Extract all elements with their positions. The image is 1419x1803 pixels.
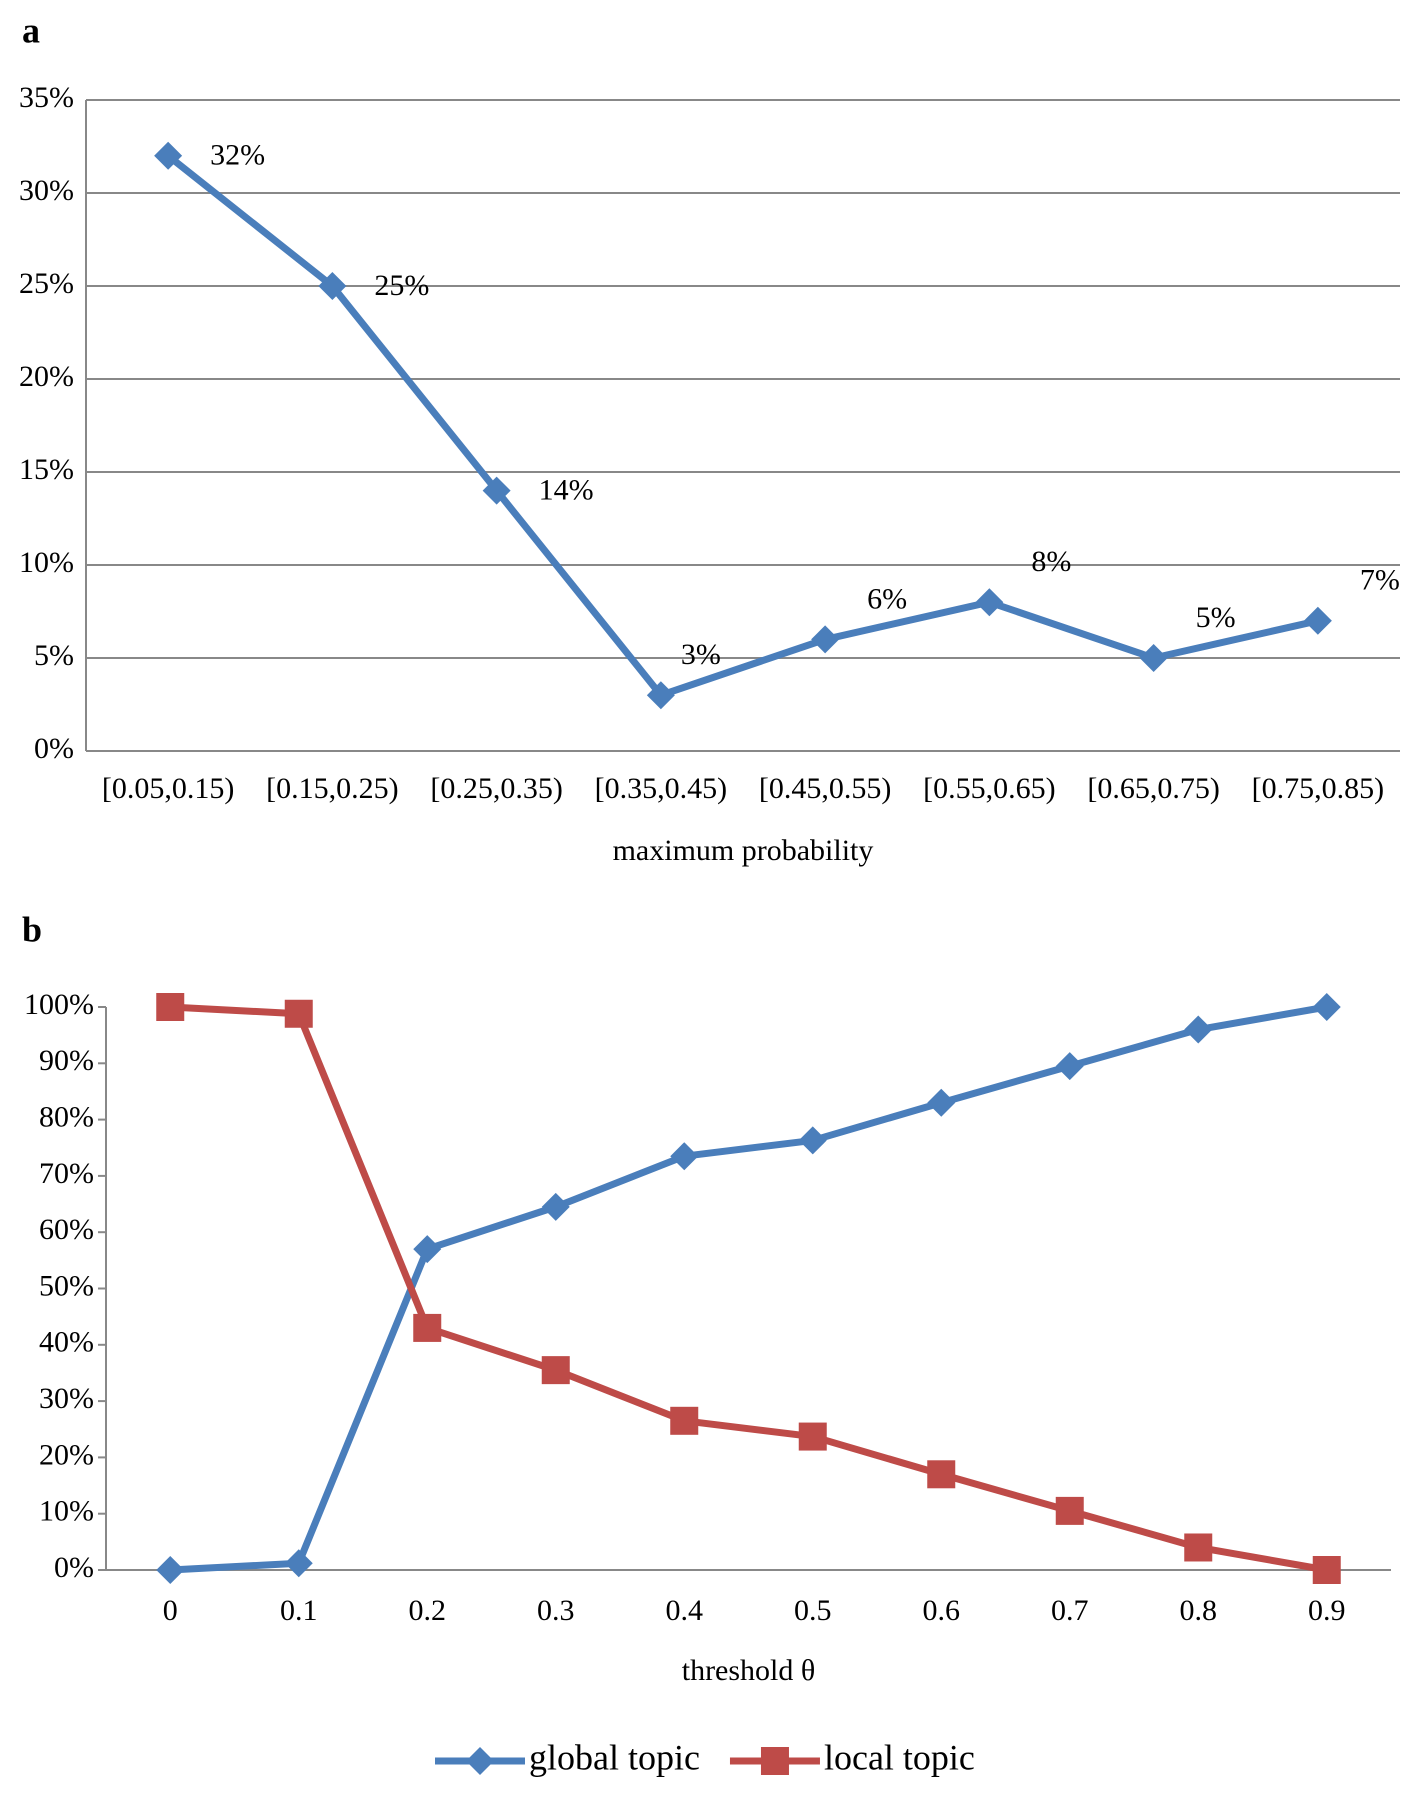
marker — [1184, 1015, 1213, 1044]
data-label: 25% — [374, 269, 429, 302]
marker — [413, 1235, 442, 1264]
x-tick-label: 0.3 — [537, 1594, 575, 1627]
data-label: 8% — [1031, 545, 1071, 578]
legend-label: global topic — [529, 1737, 700, 1777]
y-tick-label: 15% — [19, 453, 74, 486]
data-label: 3% — [681, 638, 721, 671]
x-tick-label: 0.8 — [1180, 1594, 1218, 1627]
x-tick-label: [0.65,0.75) — [1087, 772, 1219, 805]
marker — [541, 1356, 570, 1385]
x-axis-label: maximum probability — [613, 834, 874, 867]
x-tick-label: [0.55,0.65) — [923, 772, 1055, 805]
marker — [670, 1406, 699, 1435]
legend-label: local topic — [824, 1737, 975, 1777]
marker — [760, 1747, 789, 1775]
marker — [318, 272, 347, 300]
data-label: 6% — [867, 582, 907, 615]
y-tick-label: 35% — [19, 81, 74, 114]
series-line — [165, 153, 1319, 699]
data-label: 7% — [1360, 564, 1400, 597]
x-tick-label: [0.25,0.35) — [430, 772, 562, 805]
y-tick-label: 30% — [19, 174, 74, 207]
marker — [975, 588, 1004, 617]
y-tick-label: 0% — [34, 732, 74, 765]
x-tick-label: [0.15,0.25) — [266, 772, 398, 805]
y-tick-label: 0% — [54, 1551, 94, 1584]
marker — [1312, 1556, 1341, 1584]
y-tick-label: 30% — [39, 1382, 94, 1415]
y-tick-label: 10% — [39, 1495, 94, 1528]
marker — [466, 1747, 494, 1775]
marker — [284, 1549, 313, 1578]
marker — [798, 1422, 827, 1451]
y-tick-label: 10% — [19, 546, 74, 579]
x-tick-label: 0.7 — [1051, 1594, 1089, 1627]
marker — [927, 1088, 956, 1117]
y-tick-label: 90% — [39, 1044, 94, 1077]
x-tick-label: 0.6 — [923, 1594, 961, 1627]
y-tick-label: 100% — [24, 988, 94, 1021]
marker — [156, 1556, 185, 1584]
x-tick-label: 0.9 — [1308, 1594, 1346, 1627]
y-tick-label: 5% — [34, 639, 74, 672]
series-line — [170, 1003, 1328, 1574]
marker — [798, 1126, 827, 1155]
marker — [541, 1192, 570, 1221]
y-tick-label: 80% — [39, 1100, 94, 1133]
marker — [1312, 993, 1341, 1021]
x-tick-label: [0.75,0.85) — [1252, 772, 1384, 805]
y-tick-label: 40% — [39, 1326, 94, 1359]
x-tick-label: [0.35,0.45) — [595, 772, 727, 805]
series-line — [170, 1003, 1328, 1574]
x-tick-label: [0.05,0.15) — [102, 772, 234, 805]
panel-label: a — [22, 10, 40, 50]
marker — [927, 1460, 956, 1489]
marker — [482, 476, 511, 505]
y-tick-label: 60% — [39, 1213, 94, 1246]
x-tick-label: 0.5 — [794, 1594, 832, 1627]
y-tick-label: 20% — [19, 360, 74, 393]
marker — [646, 681, 675, 710]
marker — [1139, 644, 1168, 672]
marker — [811, 625, 840, 654]
marker — [1055, 1052, 1084, 1081]
data-label: 5% — [1196, 601, 1236, 634]
marker — [670, 1142, 699, 1171]
x-axis-label: threshold θ — [682, 1654, 816, 1687]
data-label: 14% — [539, 473, 594, 506]
y-tick-label: 70% — [39, 1157, 94, 1190]
x-tick-label: 0.1 — [280, 1594, 318, 1627]
x-tick-label: 0.4 — [666, 1594, 704, 1627]
panel-label: b — [22, 909, 42, 949]
y-tick-label: 25% — [19, 267, 74, 300]
y-tick-label: 50% — [39, 1269, 94, 1302]
marker — [284, 999, 313, 1028]
y-tick-label: 20% — [39, 1438, 94, 1471]
x-tick-label: 0 — [163, 1594, 178, 1627]
marker — [413, 1313, 442, 1342]
marker — [1303, 606, 1332, 635]
marker — [1184, 1533, 1213, 1562]
x-tick-label: 0.2 — [409, 1594, 447, 1627]
x-tick-label: [0.45,0.55) — [759, 772, 891, 805]
marker — [156, 993, 185, 1021]
data-label: 32% — [210, 139, 265, 172]
marker — [154, 141, 183, 170]
marker — [1055, 1496, 1084, 1525]
